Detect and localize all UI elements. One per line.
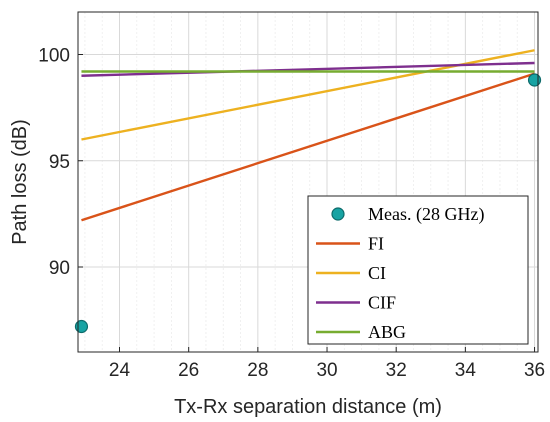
- series-line-fi: [81, 72, 535, 222]
- axis-ticks: 24 26 28 30 32 34 36 90 95 100: [38, 46, 545, 382]
- x-tick-label: 30: [316, 360, 337, 381]
- legend-label: FI: [368, 234, 384, 254]
- x-tick-label: 28: [247, 360, 268, 381]
- plot-frame: [77, 11, 539, 353]
- legend-label: ABG: [368, 322, 406, 342]
- legend-label: CIF: [368, 293, 396, 313]
- x-tick-label: 36: [524, 360, 545, 381]
- series-line-cif: [81, 61, 535, 77]
- y-tick-label: 95: [49, 152, 70, 173]
- y-axis-label: Path loss (dB): [9, 119, 31, 245]
- legend-label: CI: [368, 263, 386, 283]
- x-tick-label: 34: [455, 360, 477, 381]
- x-tick-label: 32: [386, 360, 407, 381]
- measurement-point: [74, 319, 89, 334]
- measurement-point: [527, 73, 542, 87]
- legend: Meas. (28 GHz) FI CI CIF ABG: [307, 195, 529, 345]
- legend-box: [307, 195, 529, 345]
- y-tick-label: 100: [38, 46, 70, 67]
- x-tick-label: 26: [178, 360, 199, 381]
- legend-marker: [331, 207, 345, 221]
- legend-label: Meas. (28 GHz): [368, 204, 484, 225]
- x-tick-label: 24: [109, 360, 131, 381]
- y-tick-label: 90: [49, 258, 70, 279]
- x-axis-label: Tx-Rx separation distance (m): [174, 396, 442, 418]
- series-layer: [74, 49, 542, 334]
